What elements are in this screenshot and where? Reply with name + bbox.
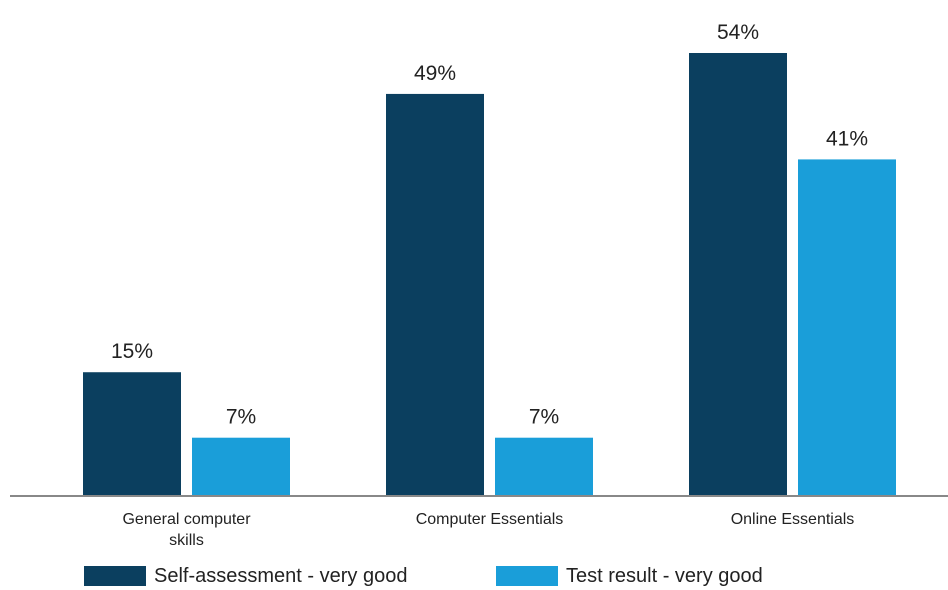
legend-label-self-assessment: Self-assessment - very good	[154, 564, 408, 587]
bar-test-result-1	[495, 437, 593, 495]
bar-value-labels: 15% 49% 54% 7% 7% 41%	[111, 21, 868, 429]
bar-self-assessment-0	[83, 372, 181, 495]
bar-test-result-2	[798, 159, 896, 495]
bar-value-label: 7%	[226, 406, 256, 429]
legend-item-self-assessment: Self-assessment - very good	[84, 562, 407, 590]
legend-swatch-test-result	[496, 566, 558, 586]
bar-value-label: 54%	[717, 21, 759, 44]
legend-swatch-self-assessment	[84, 566, 146, 586]
category-label: Computer Essentials	[416, 511, 564, 528]
bar-self-assessment-2	[689, 53, 787, 495]
bar-self-assessment-1	[386, 93, 484, 495]
bar-chart: 15% 49% 54% 7% 7% 41% General computer skills C…	[10, 21, 948, 549]
bar-value-label: 7%	[529, 406, 559, 429]
category-label: Online Essentials	[731, 511, 855, 528]
category-label: General computer skills	[122, 511, 251, 549]
bar-test-result-0	[192, 437, 290, 495]
bar-value-label: 41%	[826, 127, 868, 150]
bar-value-label: 15%	[111, 340, 153, 363]
category-labels: General computer skills Computer Essential…	[122, 511, 854, 549]
legend-item-test-result: Test result - very good	[496, 562, 763, 590]
bars-group	[83, 53, 896, 495]
bar-value-label: 49%	[414, 62, 456, 85]
legend-label-test-result: Test result - very good	[566, 564, 763, 587]
legend: Self-assessment - very good Test result …	[0, 562, 948, 590]
